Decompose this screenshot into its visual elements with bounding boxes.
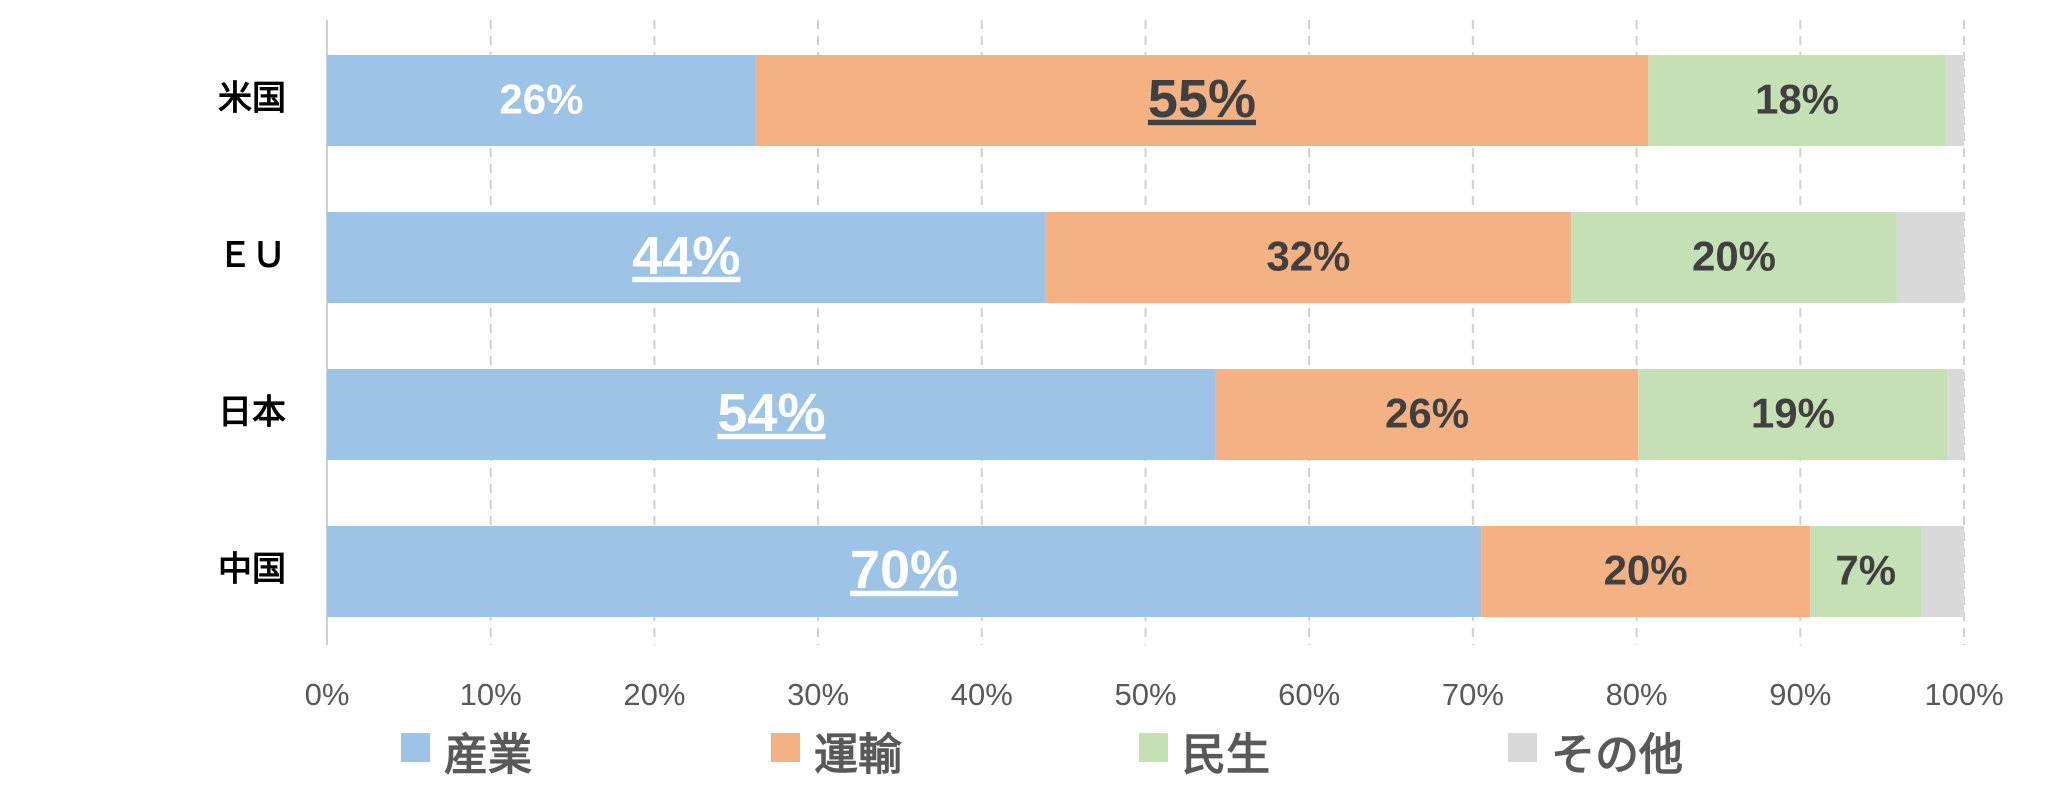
legend-label: 運輸 <box>814 731 903 780</box>
x-tick-label: 30% <box>787 677 849 712</box>
bar-segment <box>1638 369 1948 460</box>
value-label: 18% <box>1755 76 1839 123</box>
bar-segment <box>1045 212 1572 303</box>
legend-label: その他 <box>1551 731 1683 780</box>
x-tick-label: 60% <box>1278 677 1340 712</box>
value-label: 26% <box>1385 390 1469 437</box>
bar-segment <box>1215 369 1639 460</box>
bar-segment <box>327 526 1482 617</box>
bar-segment <box>1648 55 1946 146</box>
category-label: ＥＵ <box>218 236 286 274</box>
value-label: 70% <box>850 540 958 600</box>
value-label: 54% <box>717 383 825 443</box>
bar-segment <box>1810 526 1922 617</box>
category-label: 米国 <box>218 79 286 117</box>
bar-segment <box>1896 212 1964 303</box>
legend-swatch <box>1508 733 1537 762</box>
bar-segment <box>327 369 1216 460</box>
x-tick-label: 80% <box>1606 677 1668 712</box>
legend-swatch <box>1139 733 1168 762</box>
x-tick-label: 50% <box>1114 677 1176 712</box>
value-label: 19% <box>1751 390 1835 437</box>
bar-segment <box>755 55 1649 146</box>
x-tick-label: 70% <box>1442 677 1504 712</box>
bar-segment <box>1571 212 1897 303</box>
bar-segment <box>1481 526 1811 617</box>
legend-swatch <box>771 733 800 762</box>
x-tick-label: 0% <box>305 677 350 712</box>
value-label: 7% <box>1835 547 1896 594</box>
x-tick-label: 90% <box>1769 677 1831 712</box>
legend-swatch <box>401 733 430 762</box>
legend-label: 産業 <box>444 731 532 780</box>
category-label: 日本 <box>218 393 286 431</box>
x-tick-label: 20% <box>623 677 685 712</box>
value-label: 32% <box>1266 233 1350 280</box>
value-label: 44% <box>632 226 740 286</box>
x-tick-label: 100% <box>1924 677 2003 712</box>
x-tick-label: 40% <box>951 677 1013 712</box>
value-label: 26% <box>499 76 583 123</box>
bar-segment <box>1947 369 1964 460</box>
legend-label: 民生 <box>1182 731 1270 780</box>
category-label: 中国 <box>218 550 286 588</box>
bar-segment <box>327 212 1046 303</box>
bar-segment <box>327 55 756 146</box>
value-label: 20% <box>1692 233 1776 280</box>
value-label: 55% <box>1148 69 1256 129</box>
value-label: 20% <box>1604 547 1688 594</box>
bar-segment <box>1921 526 1964 617</box>
bar-segment <box>1945 55 1964 146</box>
x-tick-label: 10% <box>460 677 522 712</box>
